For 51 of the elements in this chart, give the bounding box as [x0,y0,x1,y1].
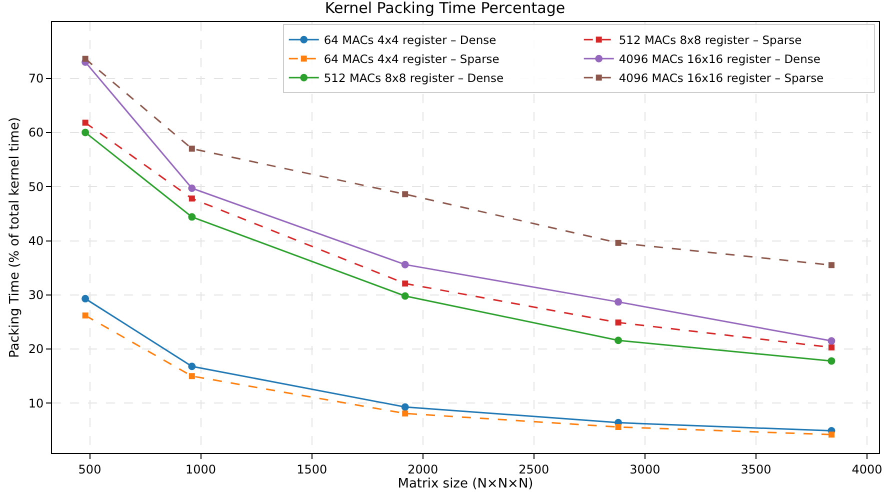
point [615,320,622,326]
point [82,56,88,62]
point [82,294,90,302]
point [188,213,196,221]
legend-label: 512 MACs 8x8 register – Dense [324,71,504,86]
point [188,373,195,380]
point [188,196,195,202]
point [402,280,408,287]
x-tick-label: 1500 [296,462,328,476]
point [188,146,195,152]
y-tick-label: 70 [28,72,44,86]
legend-label: 512 MACs 8x8 register – Sparse [618,33,802,48]
x-tick-label: 1000 [186,462,216,476]
legend-label: 4096 MACs 16x16 register – Sparse [618,71,824,86]
legend-label: 64 MACs 4x4 register – Dense [324,33,496,48]
point [401,260,409,268]
y-tick-label: 50 [28,180,44,194]
point [82,120,88,126]
point [828,337,836,345]
point [188,362,196,370]
point [828,432,834,438]
point [614,298,622,306]
point [402,410,408,416]
x-tick-label: 2000 [408,462,438,476]
y-tick-label: 10 [28,396,44,410]
y-tick-label: 60 [28,126,44,140]
legend-label: 64 MACs 4x4 register – Sparse [324,52,500,66]
point [828,344,834,350]
point [828,357,836,365]
x-tick-label: 3500 [740,462,772,476]
point [82,312,88,318]
point [615,240,622,246]
x-axis-title: Matrix size (N×N×N) [398,476,534,492]
y-tick-label: 40 [28,234,44,248]
point [615,424,622,430]
point [188,184,196,192]
x-tick-label: 3000 [630,462,660,476]
point [828,262,834,268]
point [401,292,409,300]
chart-title: Kernel Packing Time Percentage [324,0,566,17]
legend-label: 4096 MACs 16x16 register – Dense [618,52,820,66]
point [82,128,90,136]
point [614,336,622,344]
x-tick-label: 500 [78,462,102,476]
y-axis-title: Packing Time (% of total kernel time) [7,117,22,358]
point [401,403,409,411]
x-tick-label: 2500 [518,462,550,476]
point [402,191,408,198]
y-tick-label: 20 [28,342,44,356]
y-tick-label: 30 [28,288,44,302]
x-tick-label: 4000 [852,462,882,476]
